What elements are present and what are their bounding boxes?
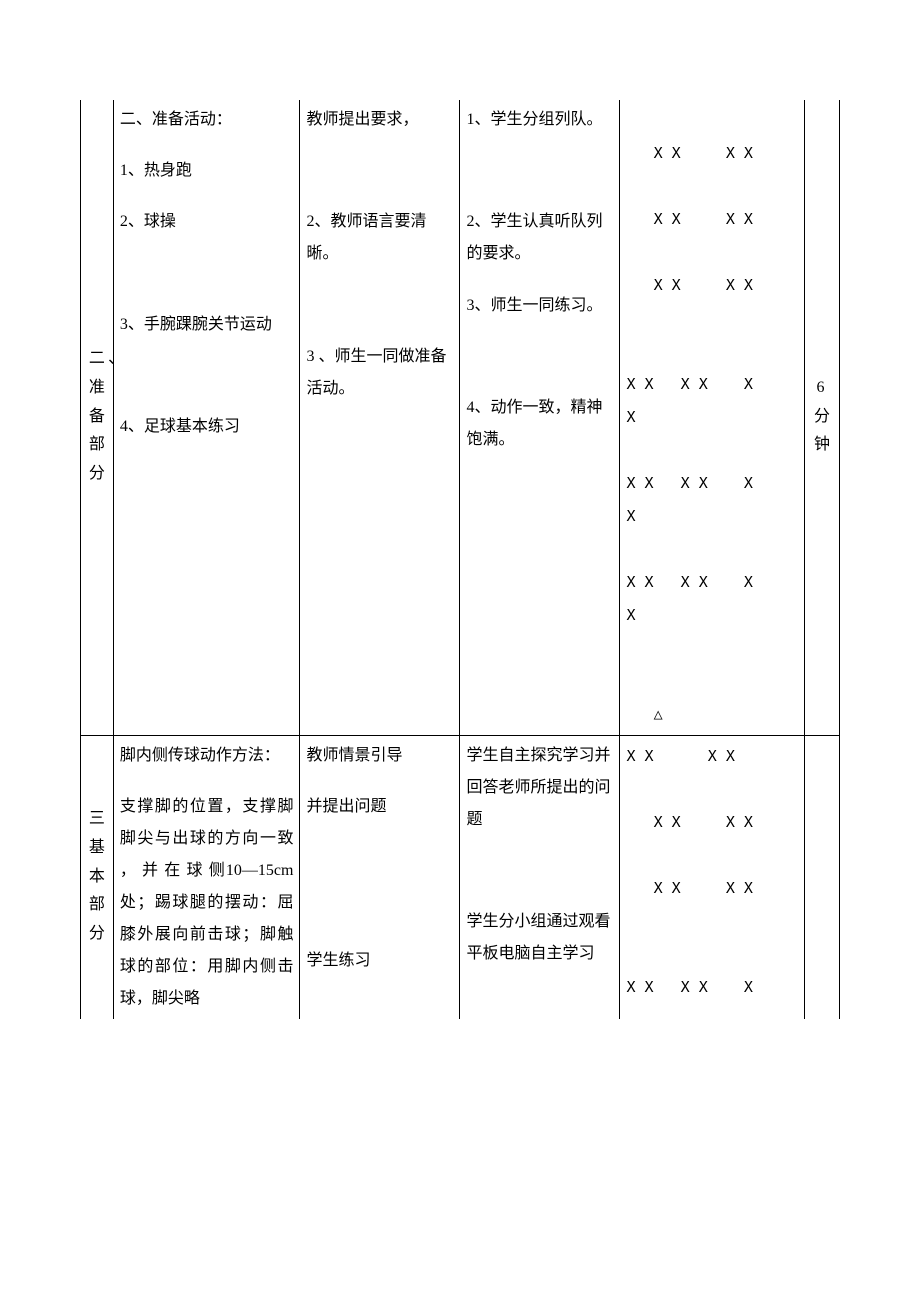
section-label-cell: 二、 准备部分 bbox=[81, 100, 114, 736]
table-row: 二、 准备部分 二、准备活动： 1、热身跑 2、球操 3、手腕踝腕关节运动 4、… bbox=[81, 100, 840, 736]
page-container: 二、 准备部分 二、准备活动： 1、热身跑 2、球操 3、手腕踝腕关节运动 4、… bbox=[0, 0, 920, 1079]
content-line: 2、球操 bbox=[120, 206, 294, 238]
content-line: 脚内侧传球动作方法： bbox=[120, 740, 294, 772]
teacher-line: 并提出问题 bbox=[306, 791, 453, 823]
lesson-plan-table: 二、 准备部分 二、准备活动： 1、热身跑 2、球操 3、手腕踝腕关节运动 4、… bbox=[80, 100, 840, 1019]
student-line: 1、学生分组列队。 bbox=[466, 104, 613, 136]
formation-cell: X X X X X X X X X X X X X X X X X bbox=[620, 736, 805, 1020]
teacher-line: 学生练习 bbox=[306, 945, 453, 977]
section-label: 二、 准备部分 bbox=[89, 345, 105, 489]
student-cell: 1、学生分组列队。 2、学生认真听队列的要求。 3、师生一同练习。 4、动作一致… bbox=[460, 100, 620, 736]
content-line: 3、手腕踝腕关节运动 bbox=[120, 309, 294, 341]
table-row: 三基本部分 脚内侧传球动作方法： 支撑脚的位置，支撑脚脚尖与出球的方向一致 ， … bbox=[81, 736, 840, 1020]
content-cell: 二、准备活动： 1、热身跑 2、球操 3、手腕踝腕关节运动 4、足球基本练习 bbox=[113, 100, 300, 736]
section-label-cell: 三基本部分 bbox=[81, 736, 114, 1020]
student-line: 学生分小组通过观看平板电脑自主学习 bbox=[466, 906, 613, 970]
section-label: 三基本部分 bbox=[89, 805, 105, 949]
student-cell: 学生自主探究学习并回答老师所提出的问题 学生分小组通过观看平板电脑自主学习 bbox=[460, 736, 620, 1020]
formation-diagram: X X X X X X X X X X X X X X X X X bbox=[626, 740, 798, 1004]
student-line: 3、师生一同练习。 bbox=[466, 290, 613, 322]
time-cell: 6 分钟 bbox=[805, 100, 840, 736]
teacher-cell: 教师提出要求， 2、教师语言要清晰。 3 、师生一同做准备活动。 bbox=[300, 100, 460, 736]
teacher-line: 3 、师生一同做准备活动。 bbox=[306, 341, 453, 405]
student-line: 4、动作一致，精神饱满。 bbox=[466, 392, 613, 456]
teacher-line: 教师提出要求， bbox=[306, 104, 453, 136]
teacher-line: 教师情景引导 bbox=[306, 740, 453, 772]
content-line: 支撑脚的位置，支撑脚脚尖与出球的方向一致 ， 并 在 球 侧10—15cm 处；… bbox=[120, 791, 294, 1015]
student-line: 2、学生认真听队列的要求。 bbox=[466, 206, 613, 270]
teacher-cell: 教师情景引导 并提出问题 学生练习 bbox=[300, 736, 460, 1020]
content-line: 二、准备活动： bbox=[120, 104, 294, 136]
time-label: 6 分钟 bbox=[814, 374, 830, 460]
content-line: 1、热身跑 bbox=[120, 155, 294, 187]
content-cell: 脚内侧传球动作方法： 支撑脚的位置，支撑脚脚尖与出球的方向一致 ， 并 在 球 … bbox=[113, 736, 300, 1020]
formation-cell: X X X X X X X X X X X X X X X X X X X X … bbox=[620, 100, 805, 736]
content-line: 4、足球基本练习 bbox=[120, 411, 294, 443]
time-cell bbox=[805, 736, 840, 1020]
teacher-line: 2、教师语言要清晰。 bbox=[306, 206, 453, 270]
formation-diagram: X X X X X X X X X X X X X X X X X X X X … bbox=[626, 104, 798, 731]
student-line: 学生自主探究学习并回答老师所提出的问题 bbox=[466, 740, 613, 836]
